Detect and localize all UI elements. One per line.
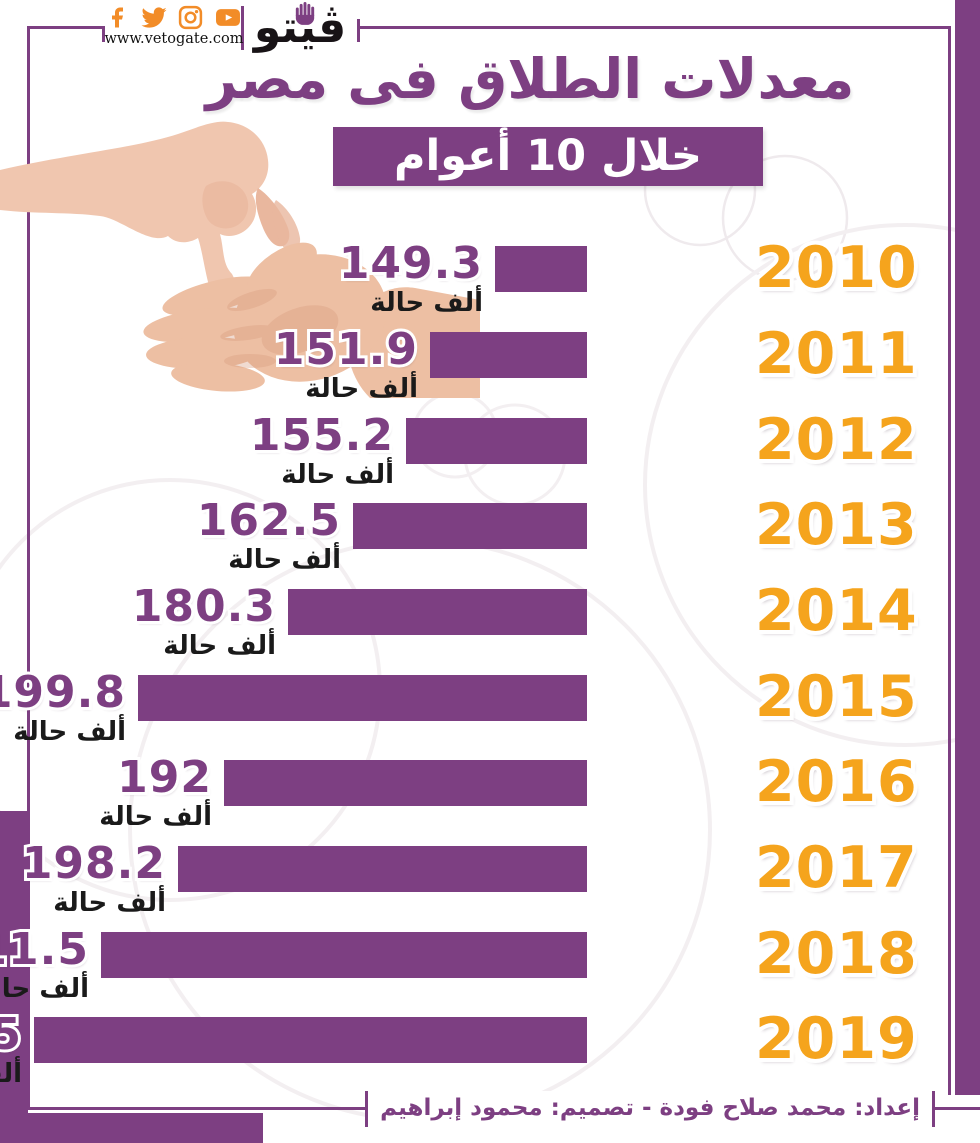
chart-row-2018: 211.5 ألف حالة 2018 bbox=[0, 923, 917, 1004]
frame-tick-logo bbox=[357, 19, 360, 42]
year-label: 2011 bbox=[755, 323, 917, 385]
right-purple-band bbox=[955, 0, 980, 1095]
chart-row-2015: 199.8 ألف حالة 2015 bbox=[0, 666, 917, 747]
chart-row-2014: 180.3 ألف حالة 2014 bbox=[28, 580, 917, 661]
value-label: 198.2 bbox=[22, 840, 166, 889]
value-label: 225 bbox=[0, 1011, 22, 1060]
page-subtitle: خلال 10 أعوام bbox=[333, 127, 763, 186]
value-label: 180.3 bbox=[132, 583, 276, 632]
header-divider bbox=[241, 6, 244, 50]
value-label: 211.5 bbox=[0, 926, 89, 975]
year-label: 2016 bbox=[755, 751, 917, 813]
value-label: 155.2 bbox=[250, 412, 394, 461]
social-icons-bar bbox=[106, 5, 242, 30]
year-label: 2019 bbox=[755, 1008, 917, 1070]
value-label: 151.9 bbox=[274, 326, 418, 375]
youtube-icon bbox=[216, 9, 240, 26]
bottom-left-purple-block bbox=[0, 1113, 263, 1143]
website-url: www.vetogate.com bbox=[104, 31, 244, 47]
year-label: 2013 bbox=[755, 494, 917, 556]
year-label: 2015 bbox=[755, 666, 917, 728]
frame-line-top-right bbox=[360, 26, 949, 29]
year-label: 2014 bbox=[755, 580, 917, 642]
frame-line-right bbox=[948, 26, 951, 1095]
bar-2015 bbox=[138, 675, 587, 721]
unit-label: ألف حالة bbox=[163, 631, 276, 661]
chart-row-2013: 162.5 ألف حالة 2013 bbox=[28, 494, 917, 575]
chart-row-2017: 198.2 ألف حالة 2017 bbox=[22, 837, 917, 918]
bar-2017 bbox=[178, 846, 587, 892]
unit-label: ألف حالة bbox=[281, 460, 394, 490]
year-label: 2010 bbox=[755, 237, 917, 299]
bar-2016 bbox=[224, 760, 587, 806]
veto-hand-icon bbox=[295, 2, 315, 25]
frame-line-top-left bbox=[28, 26, 104, 29]
bar-2013 bbox=[353, 503, 587, 549]
facebook-icon bbox=[112, 7, 123, 28]
bar-2010 bbox=[495, 246, 587, 292]
credits-text: إعداد: محمد صلاح فودة - تصميم: محمود إبر… bbox=[365, 1091, 935, 1127]
bar-2012 bbox=[406, 418, 587, 464]
frame-tick-left bbox=[102, 26, 105, 42]
unit-label: ألف حالة bbox=[370, 288, 483, 318]
unit-label: ألف حالة bbox=[99, 802, 212, 832]
veto-logo: ڤيتو bbox=[253, 2, 347, 53]
value-label: 199.8 bbox=[0, 669, 126, 718]
year-label: 2012 bbox=[755, 409, 917, 471]
twitter-icon bbox=[141, 7, 167, 28]
chart-row-2012: 155.2 ألف حالة 2012 bbox=[28, 409, 917, 490]
unit-label: ألف حالة bbox=[53, 888, 166, 918]
year-label: 2017 bbox=[755, 837, 917, 899]
year-label: 2018 bbox=[755, 923, 917, 985]
chart-row-2010: 149.3 ألف حالة 2010 bbox=[28, 237, 917, 318]
unit-label: ألف حالة bbox=[0, 974, 89, 1004]
bar-2019 bbox=[34, 1017, 587, 1063]
unit-label: ألف حالة bbox=[228, 545, 341, 575]
instagram-icon bbox=[178, 5, 203, 30]
chart-row-2016: 192 ألف حالة 2016 bbox=[28, 751, 916, 832]
value-label: 149.3 bbox=[339, 240, 483, 289]
bar-2018 bbox=[101, 932, 587, 978]
unit-label: ألف حالة bbox=[0, 1059, 22, 1089]
chart-row-2019: 225 ألف حالة 2019 bbox=[0, 1008, 917, 1089]
chart-row-2011: 151.9 ألف حالة 2011 bbox=[28, 323, 917, 404]
bar-2011 bbox=[430, 332, 587, 378]
page-title: معدلات الطلاق فى مصر bbox=[205, 47, 855, 111]
frame-line-left bbox=[27, 26, 30, 1108]
unit-label: ألف حالة bbox=[13, 717, 126, 747]
value-label: 162.5 bbox=[197, 497, 341, 546]
unit-label: ألف حالة bbox=[305, 374, 418, 404]
value-label: 192 bbox=[99, 754, 212, 803]
bar-2014 bbox=[288, 589, 587, 635]
